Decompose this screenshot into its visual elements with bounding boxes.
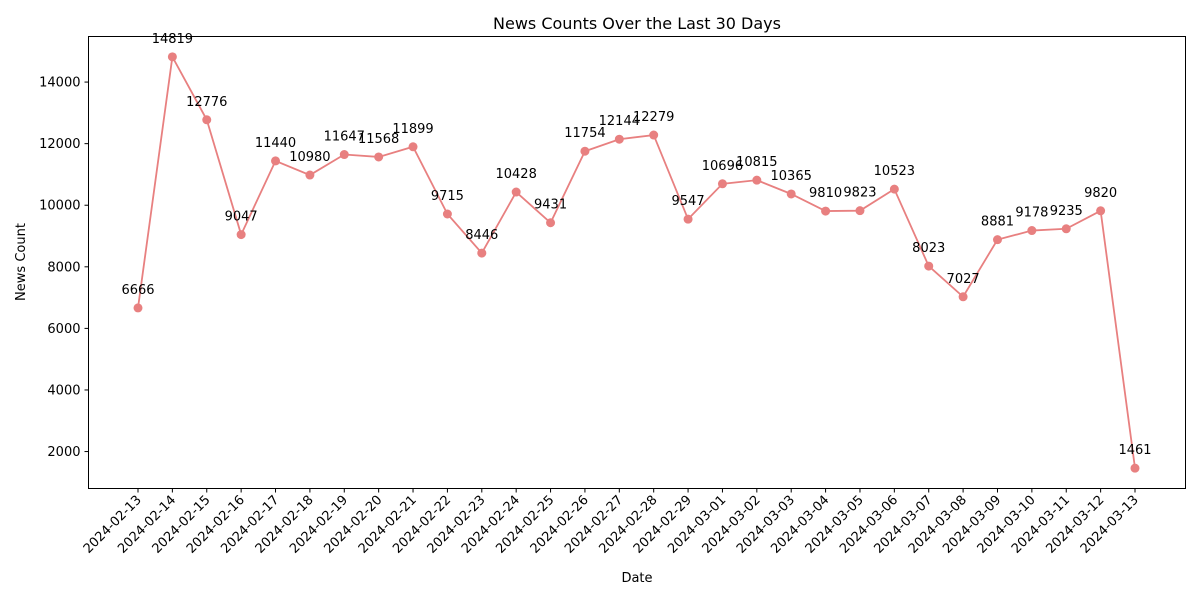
data-point [580, 146, 590, 156]
y-tick-label: 2000 [47, 445, 80, 460]
data-point [339, 150, 349, 160]
data-point [374, 152, 384, 162]
data-label: 1461 [1118, 443, 1151, 458]
data-label: 7027 [947, 272, 980, 287]
data-label: 10365 [771, 169, 812, 184]
data-point [546, 218, 556, 228]
data-point [408, 142, 418, 152]
data-label: 10428 [495, 167, 536, 182]
data-point [442, 209, 452, 219]
y-axis-label: News Count [14, 223, 29, 301]
data-label: 8881 [981, 215, 1014, 230]
y-tick-label: 14000 [39, 76, 80, 91]
data-label: 9810 [809, 186, 842, 201]
data-point [167, 52, 177, 62]
data-point [821, 206, 831, 216]
plot-frame [88, 36, 1186, 489]
y-tick-label: 6000 [47, 322, 80, 337]
data-point [202, 115, 212, 125]
y-tick-label: 4000 [47, 383, 80, 398]
data-point [511, 187, 521, 197]
y-tick-label: 10000 [39, 199, 80, 214]
data-point [1027, 226, 1037, 236]
data-point [889, 184, 899, 194]
data-label: 9820 [1084, 186, 1117, 201]
data-label: 10523 [874, 164, 915, 179]
data-label: 8446 [465, 228, 498, 243]
data-label: 11440 [255, 136, 296, 151]
data-labels: 6666148191277690471144010980116471156811… [121, 32, 1151, 458]
data-label: 11568 [358, 132, 399, 147]
data-label: 11647 [324, 130, 365, 145]
data-point [236, 230, 246, 240]
y-tick-label: 12000 [39, 137, 80, 152]
data-point [133, 303, 143, 313]
data-label: 9431 [534, 198, 567, 213]
data-label: 10815 [736, 155, 777, 170]
data-point [717, 179, 727, 189]
data-label: 11754 [564, 126, 605, 141]
series-line [137, 54, 1136, 469]
y-tick-label: 8000 [47, 260, 80, 275]
data-point [855, 206, 865, 216]
data-label: 9823 [843, 186, 876, 201]
series-news-count [133, 52, 1140, 473]
data-label: 9715 [431, 189, 464, 204]
data-point [1130, 463, 1140, 473]
data-label: 9235 [1050, 204, 1083, 219]
data-point [683, 214, 693, 224]
data-point [752, 175, 762, 185]
data-point [1061, 224, 1071, 234]
data-point [271, 156, 281, 166]
data-label: 8023 [912, 241, 945, 256]
data-point [477, 248, 487, 258]
data-label: 11899 [392, 122, 433, 137]
data-point [992, 235, 1002, 245]
data-label: 9547 [672, 194, 705, 209]
data-point [786, 189, 796, 199]
data-point [305, 170, 315, 180]
data-point [924, 261, 934, 271]
data-label: 9047 [225, 210, 258, 225]
data-label: 9178 [1015, 206, 1048, 221]
x-axis: 2024-02-132024-02-142024-02-152024-02-16… [81, 488, 1142, 557]
data-label: 12279 [633, 110, 674, 125]
data-label: 6666 [121, 283, 154, 298]
data-label: 12776 [186, 95, 227, 110]
x-axis-label: Date [621, 571, 652, 586]
chart-title: News Counts Over the Last 30 Days [493, 14, 781, 33]
data-point [958, 292, 968, 302]
data-label: 10696 [702, 159, 743, 174]
data-label: 14819 [152, 32, 193, 47]
data-label: 10980 [289, 150, 330, 165]
data-point [1096, 206, 1106, 216]
y-axis: 2000 4000 6000 8000 10000 12000 14000 [39, 76, 89, 460]
data-point [649, 130, 659, 140]
data-point [614, 134, 624, 144]
data-label: 12144 [599, 114, 640, 129]
